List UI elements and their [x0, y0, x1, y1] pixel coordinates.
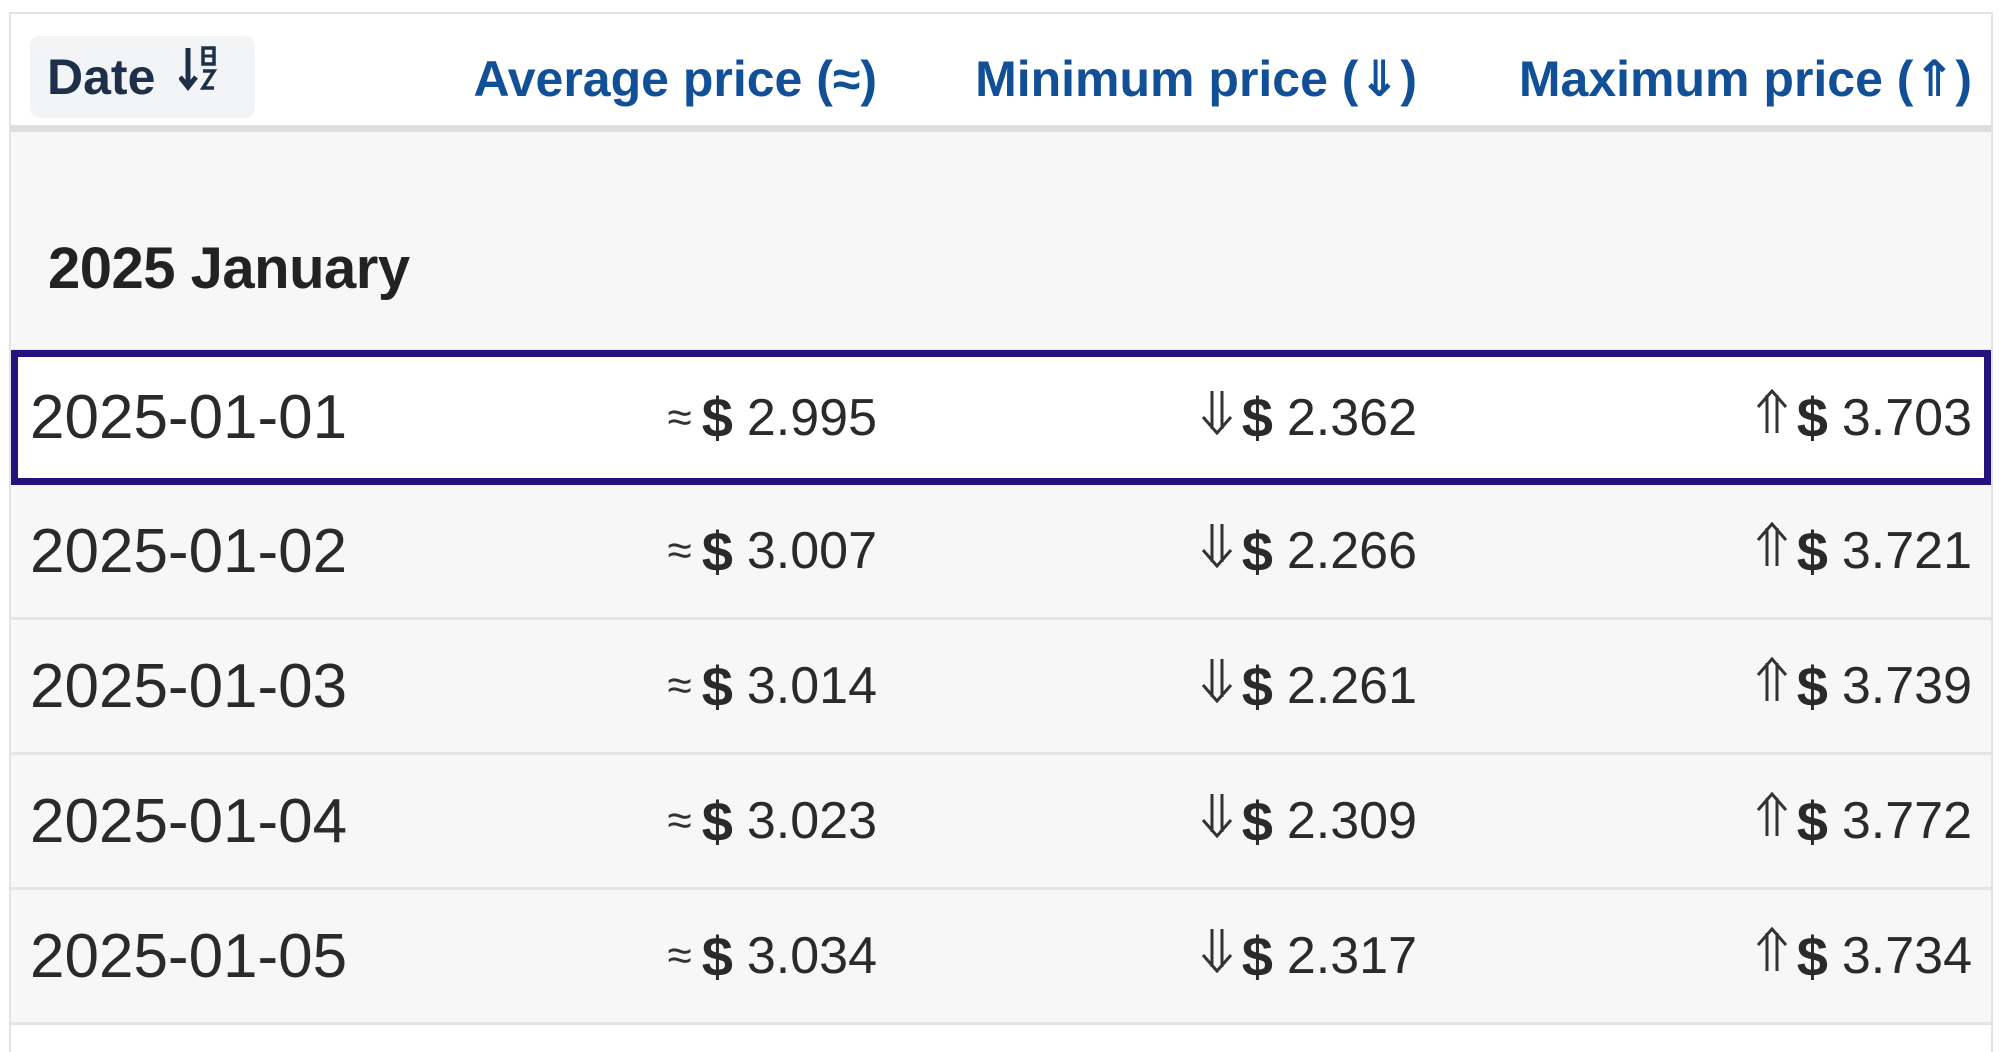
currency-symbol: $ [701, 924, 733, 988]
table-row[interactable]: 2025-01-03 ≈ $ 3.014 $ 2.261 [11, 620, 1991, 755]
date-column-header[interactable]: Date [30, 36, 255, 118]
minimum-price-cell: $ 2.261 [1200, 620, 1417, 752]
double-arrow-down-icon [1200, 388, 1234, 448]
currency-symbol: $ [1796, 519, 1828, 583]
date-cell: 2025-01-02 [30, 516, 348, 586]
average-price-cell: ≈ $ 3.007 [668, 485, 877, 617]
minimum-price-value: 2.317 [1286, 927, 1417, 985]
minimum-price-cell: $ 2.309 [1200, 755, 1417, 887]
minimum-price-cell: $ 2.317 [1200, 890, 1417, 1022]
approx-icon: ≈ [667, 661, 692, 710]
double-arrow-up-icon [1755, 656, 1789, 716]
approx-icon: ≈ [667, 796, 692, 845]
price-table: Date Average price (≈) Minimum price (⇓)… [9, 12, 1993, 1052]
currency-symbol: $ [1796, 924, 1828, 988]
double-arrow-up-icon [1755, 926, 1789, 986]
table-row[interactable]: 2025-01-05 ≈ $ 3.034 $ 2.317 [11, 890, 1991, 1025]
currency-symbol: $ [1241, 386, 1273, 449]
average-price-cell: ≈ $ 3.034 [668, 890, 877, 1022]
date-cell: 2025-01-04 [30, 786, 348, 856]
maximum-price-cell: $ 3.721 [1755, 485, 1972, 617]
minimum-price-value: 2.266 [1286, 522, 1417, 580]
currency-symbol: $ [1796, 789, 1828, 853]
double-arrow-down-icon [1200, 656, 1234, 716]
currency-symbol: $ [1241, 924, 1273, 988]
date-header-label: Date [47, 49, 156, 105]
average-price-value: 3.023 [746, 792, 877, 850]
average-price-value: 2.995 [746, 388, 877, 447]
maximum-price-cell: $ 3.703 [1755, 350, 1972, 485]
maximum-price-value: 3.721 [1841, 522, 1972, 580]
double-arrow-down-icon [1200, 521, 1234, 581]
sort-descending-az-icon [178, 36, 219, 118]
minimum-price-column-header[interactable]: Minimum price (⇓) [975, 51, 1417, 107]
currency-symbol: $ [1796, 654, 1828, 718]
currency-symbol: $ [701, 654, 733, 718]
month-group-row: 2025 January [11, 132, 1991, 350]
double-arrow-down-icon [1200, 926, 1234, 986]
date-cell: 2025-01-03 [30, 651, 348, 721]
maximum-price-cell: $ 3.734 [1755, 890, 1972, 1022]
currency-symbol: $ [701, 386, 733, 449]
average-price-column-header[interactable]: Average price (≈) [473, 51, 877, 107]
approx-icon: ≈ [667, 526, 692, 575]
average-price-cell: ≈ $ 3.014 [668, 620, 877, 752]
maximum-price-value: 3.734 [1841, 927, 1972, 985]
double-arrow-up-icon [1755, 521, 1789, 581]
table-row[interactable]: 2025-01-04 ≈ $ 3.023 $ 2.309 [11, 755, 1991, 890]
month-group-label: 2025 January [48, 236, 410, 301]
table-row[interactable]: 2025-01-02 ≈ $ 3.007 $ 2.266 [11, 485, 1991, 620]
minimum-price-value: 2.362 [1286, 388, 1417, 447]
maximum-price-value: 3.772 [1841, 792, 1972, 850]
currency-symbol: $ [1241, 654, 1273, 718]
currency-symbol: $ [1241, 789, 1273, 853]
maximum-price-cell: $ 3.739 [1755, 620, 1972, 752]
approx-icon: ≈ [667, 392, 692, 442]
approx-icon: ≈ [667, 931, 692, 980]
date-cell: 2025-01-05 [30, 921, 348, 991]
table-body: 2025-01-01 ≈ $ 2.995 $ 2.362 [11, 350, 1991, 1025]
currency-symbol: $ [1796, 386, 1828, 449]
currency-symbol: $ [1241, 519, 1273, 583]
currency-symbol: $ [701, 519, 733, 583]
double-arrow-up-icon [1755, 388, 1789, 448]
average-price-cell: ≈ $ 2.995 [668, 350, 877, 485]
maximum-price-column-header[interactable]: Maximum price (⇑) [1518, 51, 1972, 107]
average-price-cell: ≈ $ 3.023 [668, 755, 877, 887]
minimum-price-cell: $ 2.266 [1200, 485, 1417, 617]
average-price-value: 3.007 [746, 522, 877, 580]
maximum-price-value: 3.739 [1841, 657, 1972, 715]
minimum-price-value: 2.309 [1286, 792, 1417, 850]
double-arrow-down-icon [1200, 791, 1234, 851]
maximum-price-cell: $ 3.772 [1755, 755, 1972, 887]
average-price-value: 3.034 [746, 927, 877, 985]
currency-symbol: $ [701, 789, 733, 853]
minimum-price-value: 2.261 [1286, 657, 1417, 715]
average-price-value: 3.014 [746, 657, 877, 715]
maximum-price-value: 3.703 [1841, 388, 1972, 447]
date-cell: 2025-01-01 [30, 383, 348, 452]
minimum-price-cell: $ 2.362 [1200, 350, 1417, 485]
table-header: Date Average price (≈) Minimum price (⇓)… [11, 14, 1991, 132]
table-row[interactable]: 2025-01-01 ≈ $ 2.995 $ 2.362 [11, 350, 1991, 485]
double-arrow-up-icon [1755, 791, 1789, 851]
